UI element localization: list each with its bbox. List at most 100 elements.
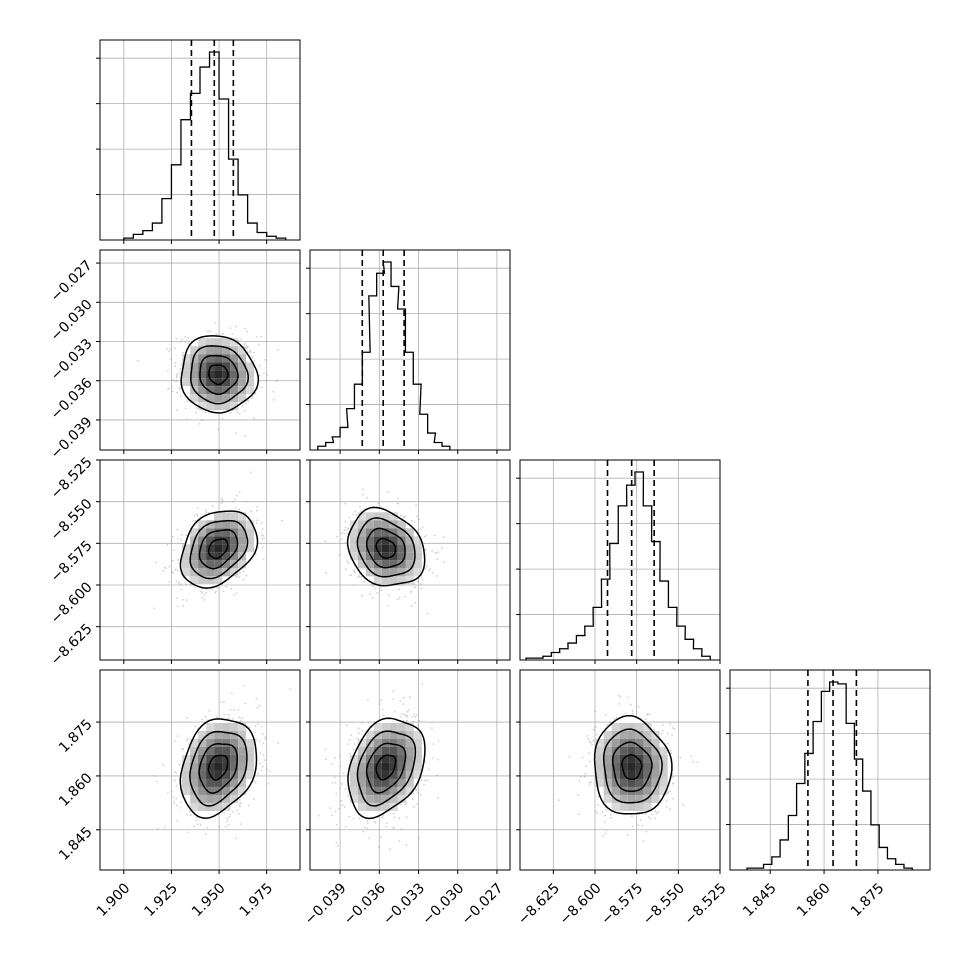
scatter-point <box>429 568 432 571</box>
density-cell <box>373 544 382 553</box>
density-cell <box>595 738 604 747</box>
scatter-point <box>255 336 258 338</box>
scatter-point <box>262 742 265 745</box>
contour-line <box>189 730 248 807</box>
density-cell <box>357 544 366 553</box>
scatter-point <box>221 499 224 502</box>
scatter-point <box>399 700 402 702</box>
scatter-point <box>393 816 396 819</box>
scatter-point <box>433 534 436 537</box>
scatter-point <box>289 688 292 691</box>
density-cell <box>643 754 652 763</box>
scatter-point <box>432 743 435 745</box>
scatter-point <box>262 534 264 536</box>
scatter-point <box>275 380 277 382</box>
scatter-point <box>666 800 668 803</box>
scatter-point <box>414 602 417 604</box>
density-cell <box>643 802 652 811</box>
scatter-point <box>405 844 408 847</box>
scatter-point <box>667 742 669 745</box>
density-cell <box>349 778 358 787</box>
scatter-point <box>179 367 182 370</box>
scatter-point <box>380 589 383 592</box>
density-cell <box>198 794 207 803</box>
density-cell <box>230 794 239 803</box>
scatter-point <box>194 725 197 728</box>
scatter-point <box>222 333 224 335</box>
scatter-point <box>335 841 338 844</box>
density-cell <box>246 754 255 763</box>
scatter-point <box>249 350 252 352</box>
scatter-point <box>214 322 217 324</box>
scatter-point <box>233 709 236 711</box>
density-cell <box>206 762 215 771</box>
scatter-point <box>336 823 338 826</box>
scatter-point <box>246 330 249 333</box>
scatter-point <box>221 497 223 500</box>
density-cell <box>397 746 406 755</box>
scatter-point <box>253 780 256 783</box>
density-cell <box>222 552 231 561</box>
scatter-point <box>379 586 382 588</box>
scatter-point <box>172 378 174 381</box>
density-cell <box>627 754 636 763</box>
scatter-point <box>377 502 380 505</box>
density-cell <box>182 560 191 569</box>
density-cell <box>405 552 414 561</box>
scatter-point <box>597 804 600 806</box>
scatter-point <box>440 547 443 549</box>
density-cell <box>389 560 398 569</box>
histogram-bar <box>879 847 887 870</box>
density-cell <box>643 738 652 747</box>
scatter-point <box>399 715 402 718</box>
scatter-point <box>195 819 198 822</box>
scatter-point <box>256 505 259 508</box>
scatter-point <box>373 820 376 823</box>
scatter-point <box>167 369 169 372</box>
scatter-point <box>238 413 241 415</box>
scatter-point <box>250 510 253 513</box>
density-cell <box>397 754 406 763</box>
scatter-point <box>657 811 660 813</box>
density-cell <box>222 770 231 779</box>
density-cell <box>357 520 366 529</box>
scatter-point <box>339 765 342 767</box>
scatter-point <box>588 740 591 743</box>
histogram-step-line <box>746 681 913 870</box>
density-cell <box>182 370 191 379</box>
density-cell <box>389 544 398 553</box>
histogram-bar <box>181 120 191 240</box>
scatter-point <box>653 728 656 731</box>
density-cell <box>222 762 231 771</box>
density-cell <box>611 802 620 811</box>
scatter-point <box>348 739 351 741</box>
scatter-point <box>254 392 257 395</box>
scatter-point <box>257 773 259 775</box>
density-cell <box>389 730 398 739</box>
scatter-point <box>402 703 405 706</box>
scatter-point <box>435 552 437 554</box>
contour-line <box>198 743 238 794</box>
density-cell <box>246 386 255 395</box>
density-cell <box>619 738 628 747</box>
density-cell <box>659 746 668 755</box>
scatter-point <box>240 823 242 825</box>
density-cell <box>198 762 207 771</box>
scatter-point <box>195 411 197 414</box>
scatter-point <box>401 713 403 715</box>
scatter-point <box>672 727 674 729</box>
density-cell <box>238 786 247 795</box>
scatter-point <box>264 379 267 382</box>
scatter-point <box>174 361 177 364</box>
scatter-point <box>635 711 638 713</box>
scatter-point <box>386 490 389 493</box>
density-cell <box>357 560 366 569</box>
scatter-point <box>220 701 223 703</box>
scatter-point <box>244 342 246 345</box>
scatter-point <box>229 327 232 329</box>
scatter-point <box>179 371 182 374</box>
density-cell <box>222 362 231 371</box>
density-cell <box>381 794 390 803</box>
contour-line <box>356 730 417 807</box>
histogram-bar <box>257 232 267 240</box>
